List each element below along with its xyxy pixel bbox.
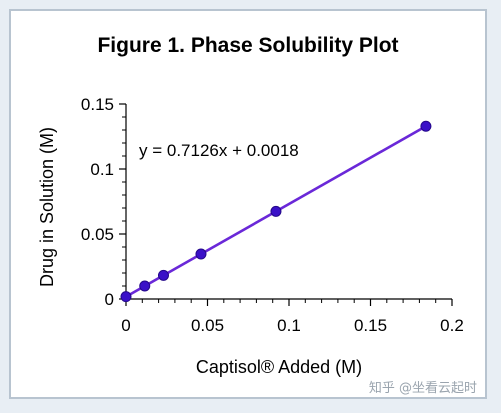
y-tick-label: 0 (105, 290, 114, 309)
data-point (270, 205, 282, 217)
chart-frame: Figure 1. Phase Solubility Plot y = 0.71… (9, 9, 487, 399)
x-tick-label: 0.15 (354, 316, 387, 335)
trendline-equation: y = 0.7126x + 0.0018 (139, 141, 299, 160)
y-tick-label: 0.15 (81, 95, 114, 114)
chart-title: Figure 1. Phase Solubility Plot (97, 34, 398, 57)
data-point (157, 269, 169, 281)
watermark-text: 知乎 @坐看云起时 (369, 380, 477, 396)
x-tick-label: 0.1 (277, 316, 301, 335)
x-tick-label: 0 (121, 316, 130, 335)
plot-marks (120, 120, 432, 303)
data-point (120, 291, 132, 303)
axes: 0 0.05 0.1 0.15 0.2 0 0.05 0.1 0.15 (81, 95, 464, 335)
data-point (420, 120, 432, 132)
data-point (195, 248, 207, 260)
y-tick-label: 0.05 (81, 225, 114, 244)
x-axis-label: Captisol® Added (M) (196, 357, 362, 377)
phase-solubility-chart: Figure 1. Phase Solubility Plot y = 0.71… (37, 34, 477, 396)
y-tick-label: 0.1 (90, 160, 114, 179)
y-axis-label: Drug in Solution (M) (37, 127, 57, 287)
x-tick-label: 0.05 (191, 316, 224, 335)
data-point (139, 280, 151, 292)
x-tick-label: 0.2 (440, 316, 464, 335)
